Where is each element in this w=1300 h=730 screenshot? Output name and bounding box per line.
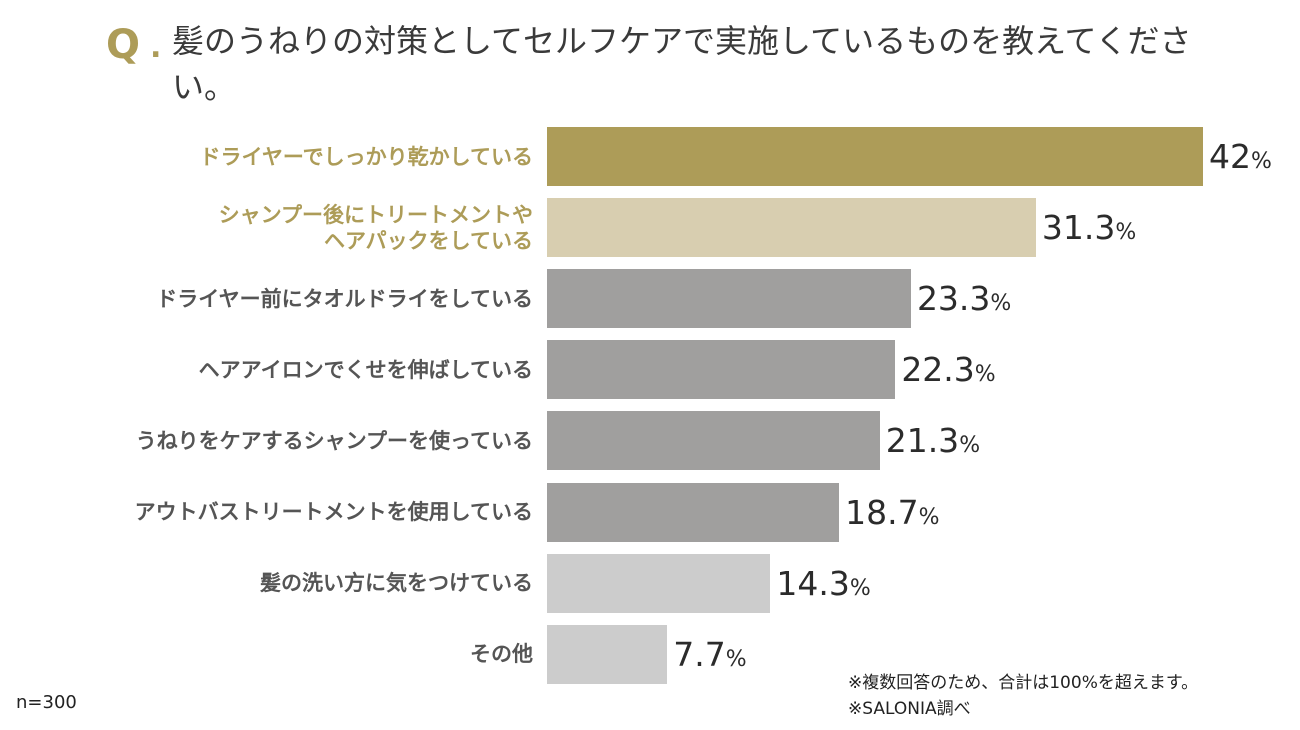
bar: [547, 411, 880, 471]
value-unit: %: [959, 433, 981, 459]
value-number: 21.3: [885, 421, 960, 461]
bar: [547, 198, 1036, 258]
value-number: 22.3: [901, 350, 975, 390]
bar: [547, 269, 911, 329]
value-label: 42%: [1209, 127, 1272, 191]
value-unit: %: [1251, 149, 1272, 174]
category-label: アウトバストリートメントを使用している: [134, 500, 533, 524]
bar: [547, 127, 1204, 186]
value-label: 14.3%: [776, 554, 870, 618]
value-label: 7.7%: [673, 625, 746, 689]
value-number: 23.3: [916, 279, 991, 319]
value-unit: %: [849, 575, 871, 601]
value-number: 7.7: [673, 634, 726, 674]
category-label: シャンプー後にトリートメントや ヘアパックをしている: [218, 202, 533, 253]
value-number: 14.3: [776, 563, 850, 603]
value-number: 18.7: [845, 492, 919, 532]
bar: [547, 482, 840, 542]
value-unit: %: [990, 291, 1012, 317]
category-label: ドライヤー前にタオルドライをしている: [156, 286, 533, 311]
value-label: 23.3%: [917, 269, 1011, 333]
value-unit: %: [1115, 220, 1137, 246]
footnote-source: ※SALONIA調べ: [848, 699, 971, 719]
category-label: ドライヤーでしっかり乾かしている: [199, 144, 533, 169]
value-label: 18.7%: [845, 483, 939, 547]
category-label: うねりをケアするシャンプーを使っている: [135, 428, 533, 453]
bar: [547, 340, 896, 400]
value-number: 42: [1209, 137, 1252, 176]
category-label: 髪の洗い方に気をつけている: [260, 571, 533, 596]
value-unit: %: [918, 504, 940, 530]
category-label: ヘアアイロンでくせを伸ばしている: [198, 357, 533, 382]
question-mark: Q: [106, 22, 141, 68]
value-unit: %: [725, 646, 747, 672]
chart-title: 髪のうねりの対策としてセルフケアで実施しているものを教えてください。: [172, 22, 1192, 106]
value-unit: %: [974, 362, 996, 388]
value-label: 21.3%: [886, 411, 980, 475]
bar: [547, 624, 668, 684]
bar: [547, 553, 771, 613]
sample-size: n=300: [16, 692, 77, 713]
category-label: その他: [470, 642, 533, 667]
value-label: 31.3%: [1042, 198, 1136, 262]
footnote-multiple-answers: ※複数回答のため、合計は100%を超えます。: [848, 673, 1199, 693]
question-dot: .: [150, 30, 162, 65]
value-number: 31.3: [1041, 208, 1116, 248]
value-label: 22.3%: [901, 340, 995, 404]
